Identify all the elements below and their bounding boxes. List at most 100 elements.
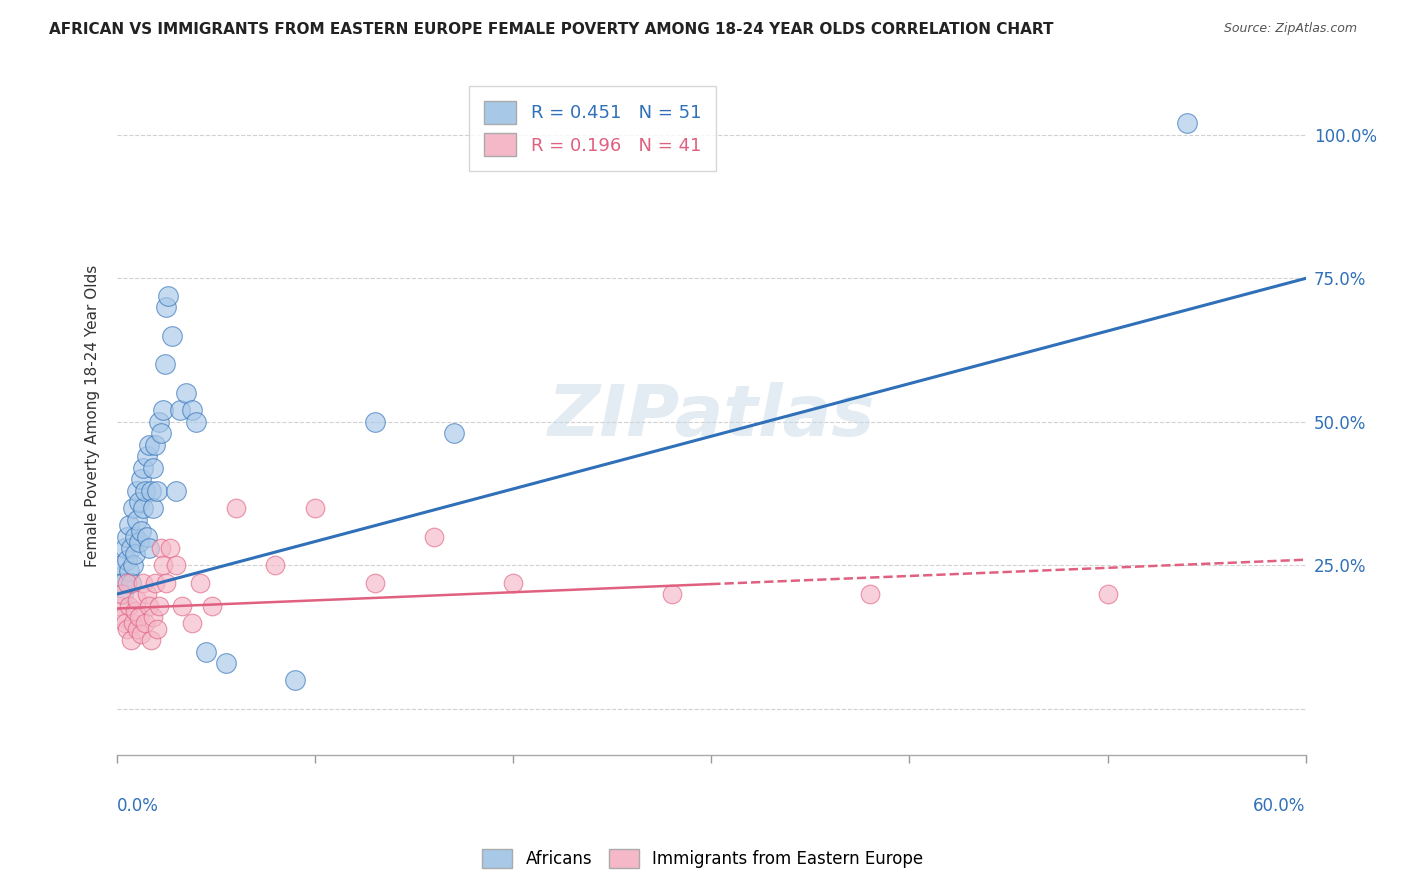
Point — [152, 403, 174, 417]
Y-axis label: Female Poverty Among 18-24 Year Olds: Female Poverty Among 18-24 Year Olds — [86, 265, 100, 567]
Point — [134, 615, 156, 630]
Point — [111, 610, 134, 624]
Point — [1175, 116, 1198, 130]
Point — [157, 288, 180, 302]
Point — [128, 610, 150, 624]
Point — [155, 575, 177, 590]
Point — [125, 512, 148, 526]
Point — [129, 524, 152, 538]
Point — [264, 558, 287, 573]
Point — [124, 530, 146, 544]
Point — [169, 403, 191, 417]
Point — [859, 587, 882, 601]
Point — [186, 415, 208, 429]
Point — [121, 501, 143, 516]
Point — [181, 403, 204, 417]
Point — [121, 615, 143, 630]
Point — [111, 587, 134, 601]
Point — [118, 518, 141, 533]
Point — [165, 483, 187, 498]
Point — [142, 501, 165, 516]
Point — [188, 575, 211, 590]
Point — [134, 483, 156, 498]
Point — [115, 575, 138, 590]
Point — [148, 599, 170, 613]
Point — [121, 558, 143, 573]
Point — [195, 644, 218, 658]
Point — [152, 558, 174, 573]
Point — [115, 530, 138, 544]
Point — [181, 615, 204, 630]
Point — [108, 570, 131, 584]
Point — [132, 575, 155, 590]
Point — [162, 328, 184, 343]
Point — [110, 587, 132, 601]
Point — [172, 599, 194, 613]
Point — [115, 622, 138, 636]
Point — [129, 472, 152, 486]
Point — [423, 530, 446, 544]
Text: 60.0%: 60.0% — [1253, 797, 1306, 814]
Text: 0.0%: 0.0% — [117, 797, 159, 814]
Point — [215, 656, 238, 670]
Point — [135, 587, 157, 601]
Point — [139, 633, 162, 648]
Text: AFRICAN VS IMMIGRANTS FROM EASTERN EUROPE FEMALE POVERTY AMONG 18-24 YEAR OLDS C: AFRICAN VS IMMIGRANTS FROM EASTERN EUROP… — [49, 22, 1053, 37]
Point — [129, 627, 152, 641]
Point — [143, 575, 166, 590]
Point — [128, 535, 150, 549]
Point — [661, 587, 683, 601]
Point — [128, 495, 150, 509]
Point — [159, 541, 181, 556]
Point — [132, 460, 155, 475]
Point — [114, 541, 136, 556]
Point — [363, 415, 385, 429]
Point — [125, 483, 148, 498]
Point — [138, 599, 160, 613]
Point — [118, 564, 141, 578]
Text: ZIPatlas: ZIPatlas — [547, 382, 875, 450]
Point — [110, 558, 132, 573]
Point — [142, 610, 165, 624]
Text: Source: ZipAtlas.com: Source: ZipAtlas.com — [1223, 22, 1357, 36]
Point — [284, 673, 307, 688]
Point — [149, 426, 172, 441]
Point — [108, 599, 131, 613]
Point — [142, 460, 165, 475]
Point — [114, 615, 136, 630]
Point — [111, 575, 134, 590]
Point — [201, 599, 224, 613]
Legend: Africans, Immigrants from Eastern Europe: Africans, Immigrants from Eastern Europe — [475, 842, 931, 875]
Point — [139, 483, 162, 498]
Point — [120, 541, 142, 556]
Point — [304, 501, 326, 516]
Point — [145, 622, 167, 636]
Point — [225, 501, 247, 516]
Point — [120, 575, 142, 590]
Point — [165, 558, 187, 573]
Point — [502, 575, 524, 590]
Point — [143, 438, 166, 452]
Point — [153, 358, 176, 372]
Point — [155, 300, 177, 314]
Point — [1097, 587, 1119, 601]
Point — [124, 547, 146, 561]
Point — [135, 530, 157, 544]
Point — [115, 552, 138, 566]
Point — [120, 633, 142, 648]
Point — [138, 438, 160, 452]
Point — [132, 501, 155, 516]
Point — [118, 599, 141, 613]
Point — [176, 386, 198, 401]
Point — [138, 541, 160, 556]
Point — [443, 426, 465, 441]
Point — [125, 622, 148, 636]
Point — [124, 604, 146, 618]
Point — [148, 415, 170, 429]
Point — [363, 575, 385, 590]
Legend: R = 0.451   N = 51, R = 0.196   N = 41: R = 0.451 N = 51, R = 0.196 N = 41 — [470, 87, 716, 170]
Point — [125, 593, 148, 607]
Point — [149, 541, 172, 556]
Point — [135, 450, 157, 464]
Point — [145, 483, 167, 498]
